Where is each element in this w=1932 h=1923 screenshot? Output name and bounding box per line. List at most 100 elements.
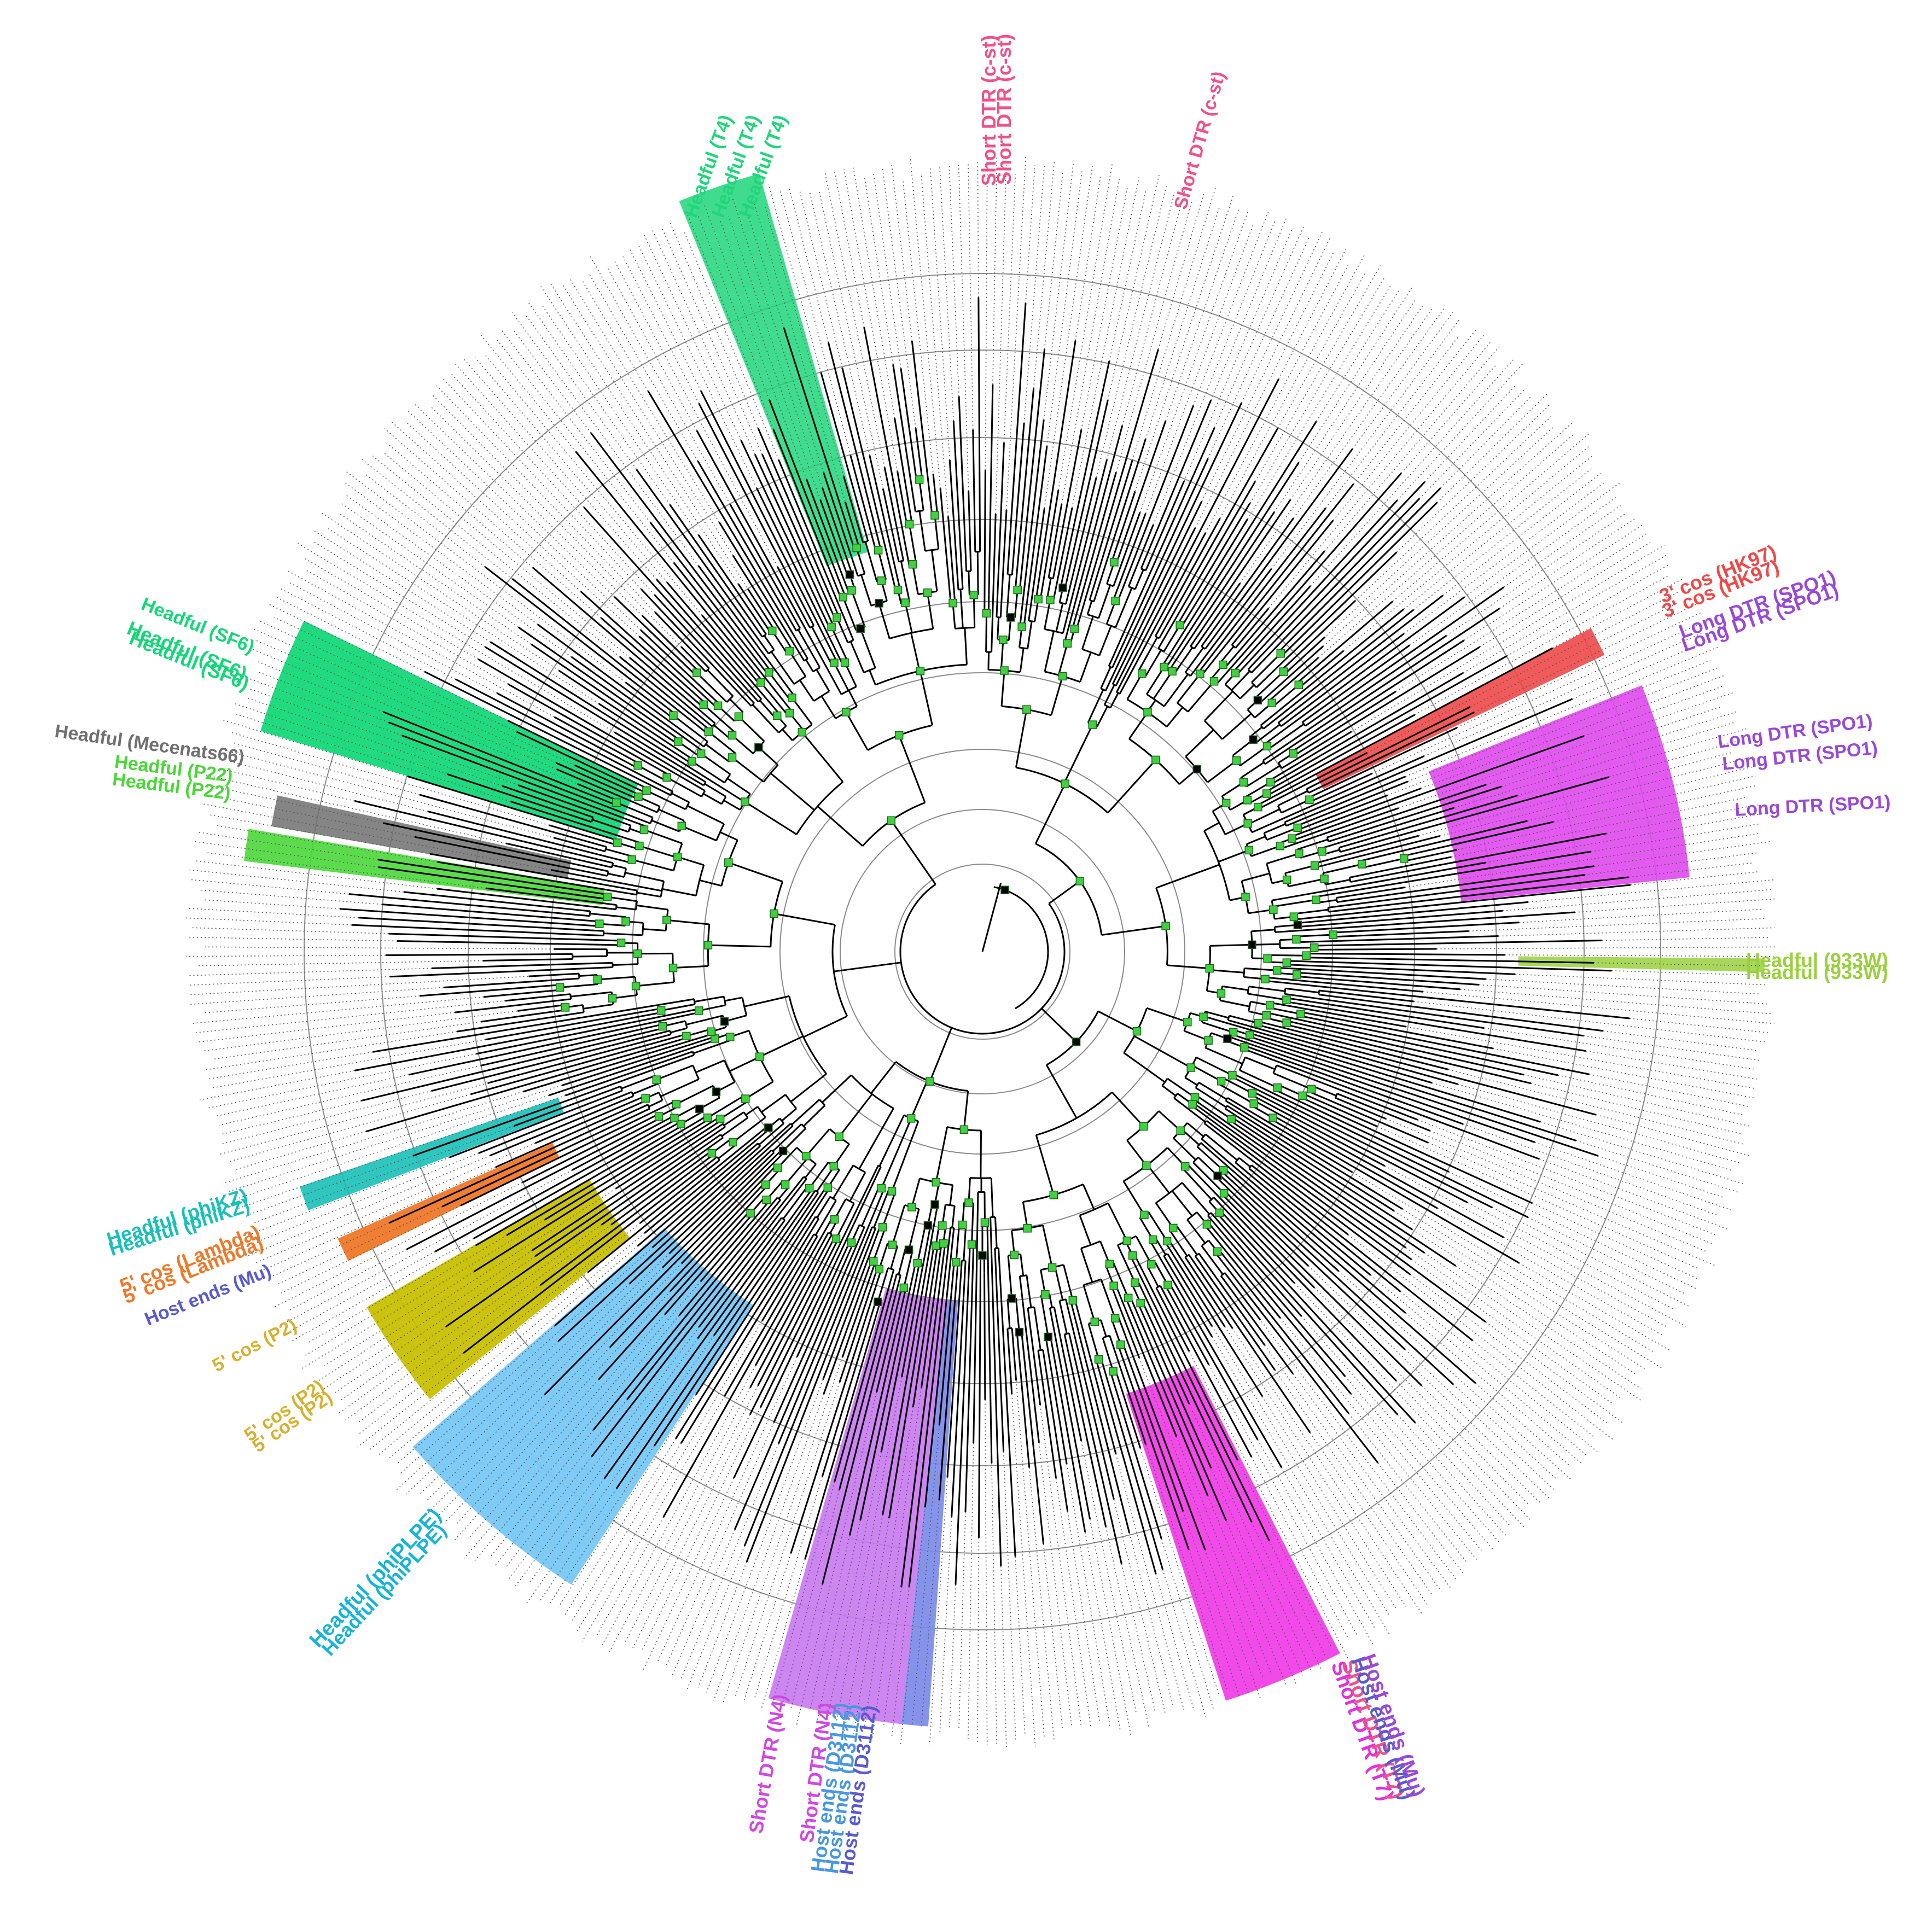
leaf-guide [1046, 171, 1083, 446]
branch-line [1285, 1032, 1597, 1116]
branch-line [597, 976, 636, 981]
branch-line [1186, 1163, 1208, 1186]
branch-line [473, 1134, 658, 1239]
branch-line [1340, 842, 1371, 853]
branch-line [1247, 648, 1269, 671]
branch-line [1053, 1307, 1061, 1337]
branch-line [1007, 1255, 1013, 1299]
branch-line [819, 499, 836, 541]
branch-line [1058, 1300, 1068, 1334]
branch-line [576, 966, 613, 970]
branch-line [1187, 680, 1215, 713]
node-marker [764, 1123, 773, 1132]
node-marker [907, 1203, 916, 1211]
branch-line [657, 1121, 680, 1136]
branch-line [550, 958, 573, 960]
branch-line [1127, 512, 1141, 546]
leaf-guide [642, 1407, 761, 1651]
branch-line [820, 695, 836, 719]
branch-line [592, 857, 613, 864]
branch-arc [1157, 648, 1165, 652]
leaf-guide [549, 1446, 655, 1604]
node-marker [1243, 819, 1252, 828]
node-marker [1128, 1251, 1137, 1260]
branch-line [1165, 1242, 1181, 1266]
branch-line [1214, 1252, 1236, 1279]
leaf-guide [808, 190, 870, 456]
branch-line [1071, 477, 1097, 578]
branch-line [1115, 1370, 1129, 1409]
branch-line [816, 669, 830, 692]
branch-line [759, 700, 776, 718]
node-marker [948, 598, 957, 608]
branch-line [1204, 636, 1215, 650]
branch-line [1048, 1293, 1053, 1308]
branch-line [1062, 617, 1068, 634]
leaf-guide [1557, 1075, 1744, 1116]
branch-line [406, 1135, 626, 1250]
branch-line [1173, 427, 1279, 613]
leaf-guide [1165, 207, 1240, 421]
branch-line [843, 476, 858, 521]
branch-line [1032, 508, 1045, 591]
node-marker [1312, 895, 1320, 905]
branch-line [1236, 1228, 1416, 1424]
branch-line [1126, 673, 1143, 700]
branch-line [686, 1015, 724, 1025]
branch-line [577, 962, 613, 965]
branch-line [835, 1203, 855, 1239]
branch-line [1296, 813, 1328, 827]
branch-line [900, 368, 915, 459]
node-marker [1110, 558, 1119, 567]
branch-line [430, 853, 613, 887]
leaf-guide [1345, 1376, 1495, 1552]
branch-line [1298, 1100, 1450, 1173]
branch-line [759, 1182, 871, 1408]
branch-line [1190, 626, 1205, 647]
branch-line [1224, 1272, 1252, 1308]
node-marker [1131, 1278, 1139, 1287]
branch-line [830, 626, 848, 662]
branch-line [608, 746, 639, 765]
branch-line [721, 1117, 748, 1137]
leaf-guide [1157, 193, 1204, 350]
node-marker [1221, 799, 1231, 808]
node-marker [845, 570, 854, 579]
leaf-guide [1446, 512, 1628, 636]
branch-line [708, 944, 771, 948]
leaf-guide [1249, 278, 1384, 503]
label-headful-phiplpe: Headful (phiPLPE) [305, 1504, 446, 1652]
branch-line [1209, 568, 1272, 650]
leaf-guide [379, 1233, 645, 1455]
branch-line [1329, 711, 1475, 784]
node-marker [662, 773, 671, 782]
branch-line [670, 1027, 688, 1034]
node-marker [707, 1149, 717, 1158]
branch-line [892, 1204, 906, 1245]
branch-arc [1161, 1078, 1168, 1086]
node-marker [773, 1163, 782, 1173]
branch-line [584, 829, 619, 842]
branch-line [757, 1260, 823, 1386]
node-marker [1140, 1210, 1149, 1220]
branch-line [1044, 599, 1051, 630]
clade-band [260, 621, 638, 840]
branch-line [1040, 1295, 1049, 1337]
branch-arc [801, 1123, 806, 1129]
node-marker [915, 475, 924, 484]
branch-line [1293, 908, 1329, 915]
branch-line [1208, 1222, 1233, 1252]
branch-line [569, 841, 606, 853]
leaf-guide [1264, 342, 1491, 615]
label-long-dtr-spo1: Long DTR (SPO1) [1734, 791, 1891, 820]
branch-line [1350, 873, 1390, 883]
branch-line [882, 488, 895, 539]
branch-arc [790, 1123, 794, 1127]
branch-line [1203, 499, 1291, 627]
branch-line [666, 777, 702, 797]
node-marker [932, 1178, 941, 1187]
branch-arc [1185, 672, 1191, 677]
branch-line [971, 1244, 975, 1280]
branch-line [1210, 1212, 1225, 1228]
branch-line [940, 1243, 946, 1273]
